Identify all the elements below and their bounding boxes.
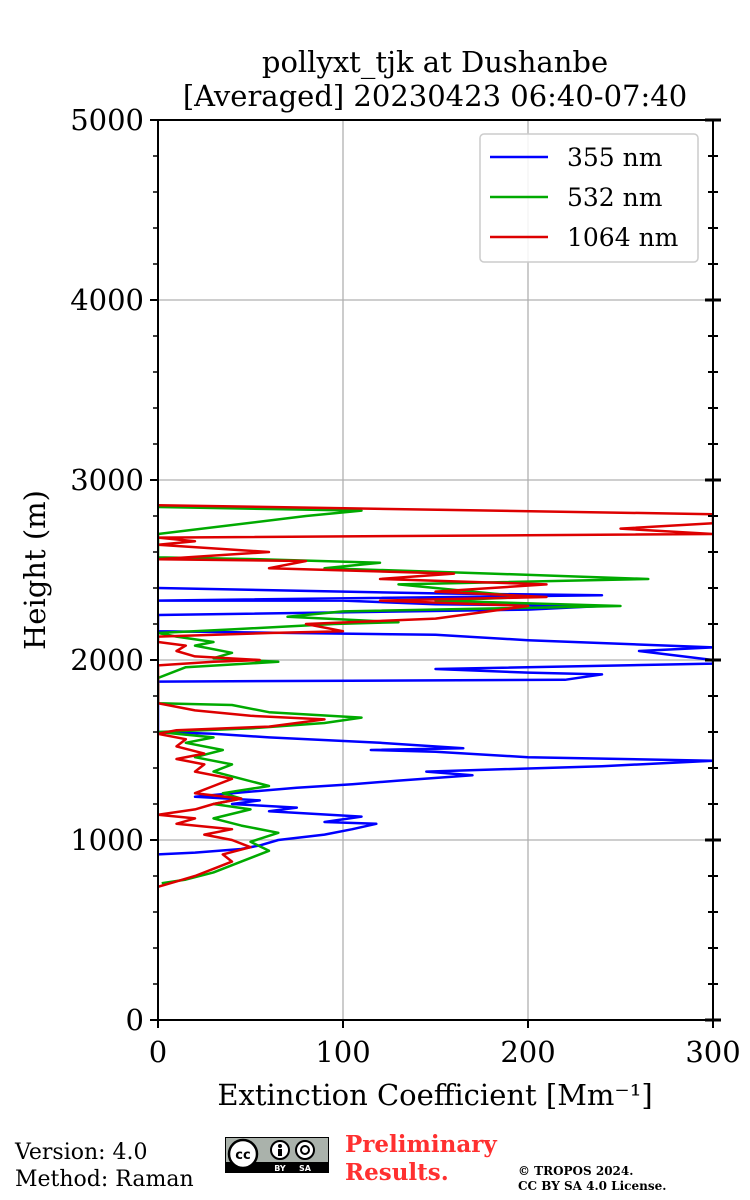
axis-ticks bbox=[150, 118, 721, 1028]
by-person-head bbox=[278, 1144, 282, 1148]
plot-frame bbox=[157, 119, 714, 1021]
copyright-notice: © TROPOS 2024. CC BY SA 4.0 License. bbox=[518, 1164, 666, 1194]
y-tick-label: 0 bbox=[126, 1003, 144, 1037]
cc-icon bbox=[227, 1138, 259, 1170]
by-label: BY bbox=[274, 1164, 286, 1173]
x-axis-label: Extinction Coefficient [Mm⁻¹] bbox=[217, 1078, 652, 1112]
chart-subtitle: [Averaged] 20230423 06:40-07:40 bbox=[183, 79, 687, 113]
cc-text: cc bbox=[235, 1148, 250, 1163]
series-line-532-nm bbox=[158, 505, 650, 885]
x-tick-label: 100 bbox=[315, 1035, 370, 1069]
legend-box bbox=[479, 133, 699, 263]
y-tick-label: 2000 bbox=[70, 643, 144, 677]
x-tick-label: 300 bbox=[685, 1035, 740, 1069]
y-tick-label: 3000 bbox=[70, 463, 144, 497]
x-tick-label: 0 bbox=[149, 1035, 167, 1069]
series-line-1064-nm bbox=[158, 503, 713, 888]
x-tick-label: 200 bbox=[500, 1035, 555, 1069]
legend-label: 1064 nm bbox=[567, 223, 679, 252]
y-axis-label: Height (m) bbox=[18, 490, 52, 650]
method-label: Method: Raman bbox=[15, 1167, 194, 1192]
sa-share-arrow bbox=[300, 1145, 310, 1155]
sa-label: SA bbox=[299, 1164, 312, 1173]
series-lines bbox=[158, 503, 713, 888]
y-tick-label: 1000 bbox=[70, 823, 144, 857]
chart-title: pollyxt_tjk at Dushanbe bbox=[262, 45, 608, 80]
legend-label: 355 nm bbox=[567, 143, 663, 172]
copyright-line-1: © TROPOS 2024. bbox=[518, 1164, 634, 1178]
by-person-body bbox=[278, 1149, 282, 1156]
legend: 355 nm 532 nm 1064 nm bbox=[479, 133, 699, 263]
series-line-355-nm bbox=[158, 586, 713, 856]
cc-by-sa-license-badge: cc BY SA bbox=[225, 1137, 329, 1173]
y-tick-label: 5000 bbox=[70, 103, 144, 137]
copyright-line-2: CC BY SA 4.0 License. bbox=[518, 1179, 667, 1193]
preliminary-results-note: Preliminary Results. bbox=[345, 1131, 497, 1187]
preliminary-line-2: Results. bbox=[345, 1159, 449, 1186]
legend-label: 532 nm bbox=[567, 183, 663, 212]
version-label: Version: 4.0 bbox=[15, 1140, 148, 1165]
extinction-profile-chart: pollyxt_tjk at Dushanbe [Averaged] 20230… bbox=[18, 45, 741, 1112]
sa-share-icon bbox=[295, 1140, 315, 1160]
y-tick-label: 4000 bbox=[70, 283, 144, 317]
preliminary-line-1: Preliminary bbox=[345, 1131, 497, 1158]
legend-items: 355 nm 532 nm 1064 nm bbox=[490, 143, 679, 252]
